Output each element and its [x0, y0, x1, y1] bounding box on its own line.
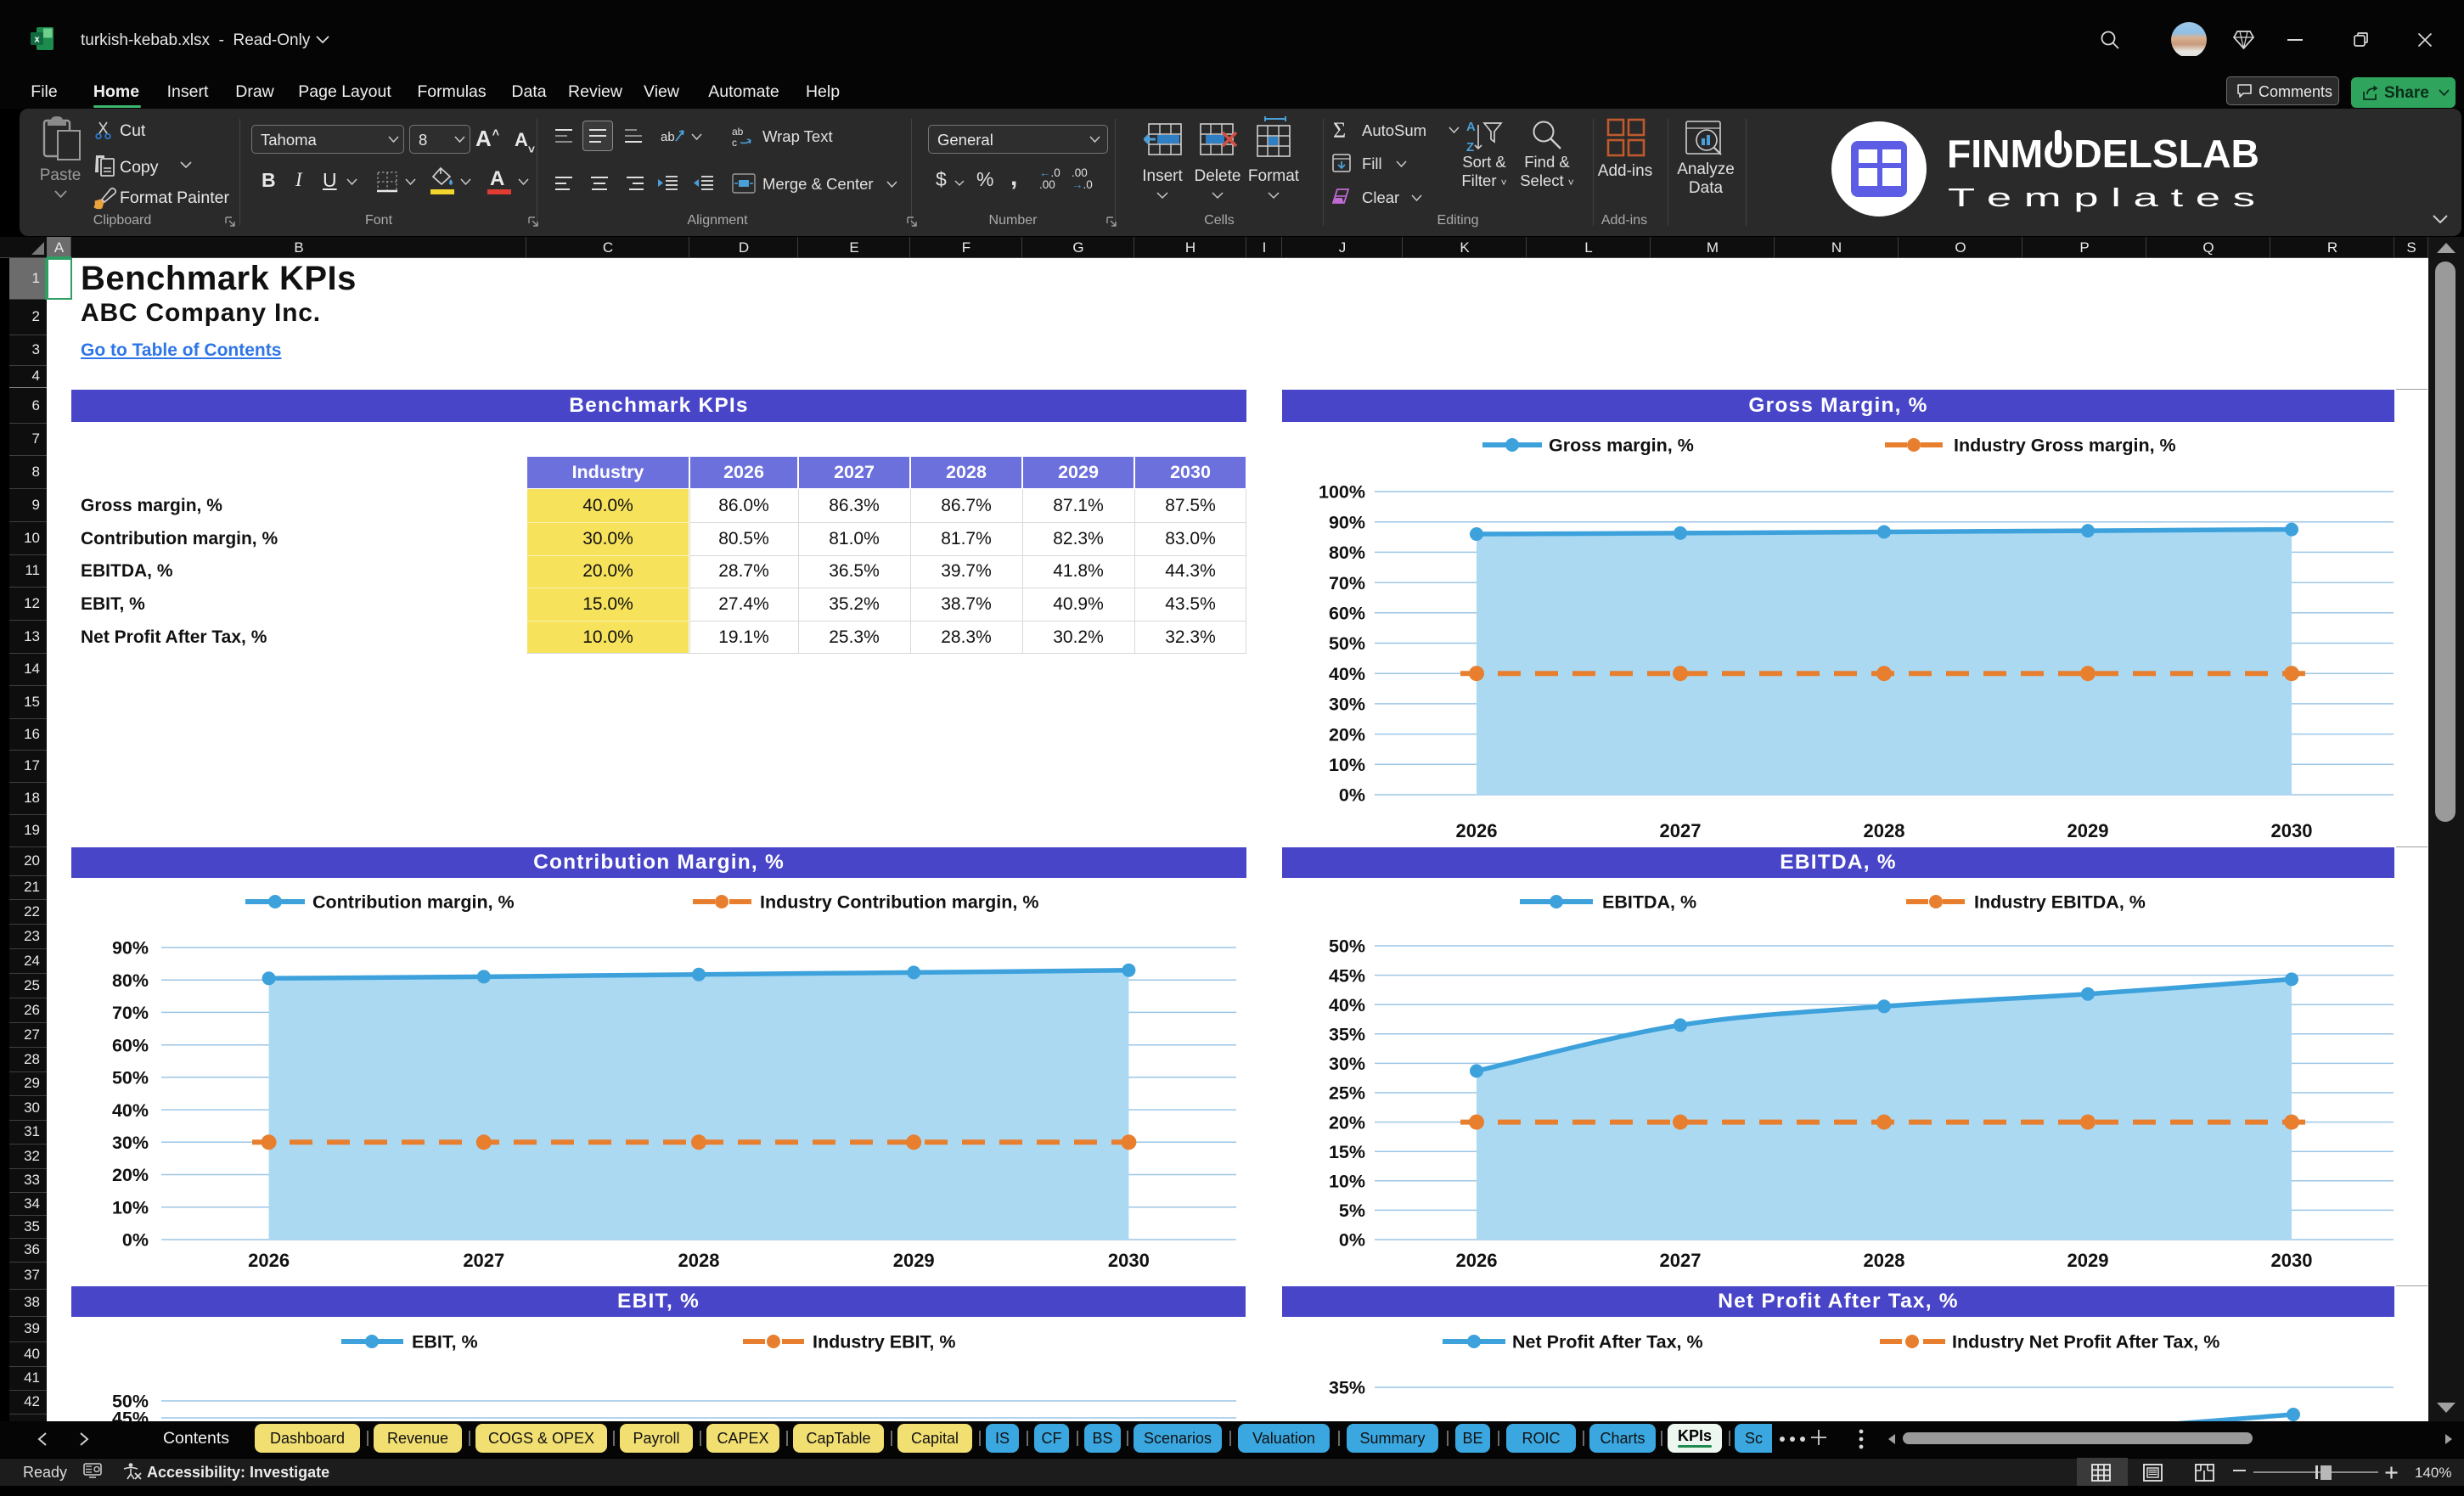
svg-text:2029: 2029 — [2067, 820, 2109, 841]
svg-text:2029: 2029 — [893, 1250, 935, 1271]
svg-text:0%: 0% — [122, 1230, 149, 1251]
svg-text:20%: 20% — [1329, 1112, 1365, 1133]
svg-text:60%: 60% — [1329, 604, 1365, 624]
svg-text:35%: 35% — [1329, 1025, 1365, 1045]
svg-text:2027: 2027 — [1660, 820, 1702, 841]
svg-text:40%: 40% — [1329, 664, 1365, 684]
svg-text:2026: 2026 — [248, 1250, 290, 1271]
svg-text:45%: 45% — [1329, 965, 1365, 986]
svg-text:30%: 30% — [1329, 695, 1365, 715]
svg-text:2030: 2030 — [2271, 820, 2313, 841]
svg-text:2026: 2026 — [1456, 1250, 1498, 1271]
svg-text:2027: 2027 — [463, 1250, 504, 1271]
svg-text:c: c — [732, 137, 737, 148]
svg-text:A: A — [1466, 120, 1476, 134]
svg-text:35%: 35% — [1329, 1378, 1365, 1398]
svg-text:50%: 50% — [112, 1068, 149, 1088]
svg-text:0%: 0% — [1339, 1230, 1365, 1251]
svg-text:15%: 15% — [1329, 1142, 1365, 1162]
svg-text:30%: 30% — [112, 1133, 149, 1153]
svg-text:100%: 100% — [1319, 482, 1365, 503]
svg-text:30%: 30% — [1329, 1054, 1365, 1074]
svg-text:ab: ab — [732, 126, 744, 138]
svg-text:2030: 2030 — [1108, 1250, 1150, 1271]
svg-text:2029: 2029 — [2067, 1250, 2109, 1271]
svg-text:20%: 20% — [112, 1165, 149, 1185]
svg-text:45%: 45% — [112, 1409, 149, 1421]
svg-text:70%: 70% — [112, 1003, 149, 1023]
svg-text:5%: 5% — [1339, 1201, 1365, 1221]
svg-text:2027: 2027 — [1660, 1250, 1702, 1271]
svg-text:10%: 10% — [112, 1198, 149, 1218]
svg-text:2028: 2028 — [1864, 1250, 1905, 1271]
svg-text:90%: 90% — [1329, 512, 1365, 532]
svg-text:20%: 20% — [1329, 724, 1365, 745]
svg-text:80%: 80% — [1329, 543, 1365, 563]
svg-text:Industry EBITDA, %: Industry EBITDA, % — [1974, 892, 2146, 913]
svg-text:Z: Z — [1466, 140, 1474, 153]
svg-text:50%: 50% — [112, 1392, 149, 1412]
svg-text:Net Profit After Tax, %: Net Profit After Tax, % — [1512, 1332, 1703, 1353]
svg-text:60%: 60% — [112, 1035, 149, 1055]
svg-text:Industry Contribution margin,: Industry Contribution margin, % — [760, 892, 1038, 913]
svg-text:EBITDA, %: EBITDA, % — [1602, 892, 1696, 913]
svg-text:25%: 25% — [1329, 1083, 1365, 1104]
svg-text:Industry Gross margin, %: Industry Gross margin, % — [1954, 436, 2176, 456]
svg-text:2028: 2028 — [1864, 820, 1905, 841]
svg-text:ab: ab — [661, 130, 675, 144]
svg-text:Contribution margin, %: Contribution margin, % — [312, 892, 515, 913]
svg-text:40%: 40% — [112, 1100, 149, 1121]
svg-text:Industry EBIT, %: Industry EBIT, % — [813, 1332, 955, 1353]
svg-text:T e m p l a t e s: T e m p l a t e s — [1948, 183, 2255, 212]
svg-text:2026: 2026 — [1456, 820, 1498, 841]
svg-text:90%: 90% — [112, 938, 149, 959]
svg-text:80%: 80% — [112, 970, 149, 991]
svg-text:50%: 50% — [1329, 633, 1365, 654]
svg-text:EBIT, %: EBIT, % — [412, 1332, 478, 1353]
svg-text:50%: 50% — [1329, 936, 1365, 957]
svg-text:Industry Net Profit After Tax,: Industry Net Profit After Tax, % — [1952, 1332, 2219, 1353]
svg-text:10%: 10% — [1329, 1172, 1365, 1192]
svg-text:0%: 0% — [1339, 785, 1365, 806]
svg-text:40%: 40% — [1329, 995, 1365, 1015]
svg-text:2030: 2030 — [2271, 1250, 2313, 1271]
svg-text:10%: 10% — [1329, 755, 1365, 775]
svg-text:70%: 70% — [1329, 573, 1365, 593]
svg-text:FINMODELSLAB: FINMODELSLAB — [1947, 132, 2259, 176]
svg-text:Gross margin, %: Gross margin, % — [1549, 436, 1694, 456]
svg-text:2028: 2028 — [678, 1250, 720, 1271]
svg-text:x: x — [34, 35, 40, 45]
